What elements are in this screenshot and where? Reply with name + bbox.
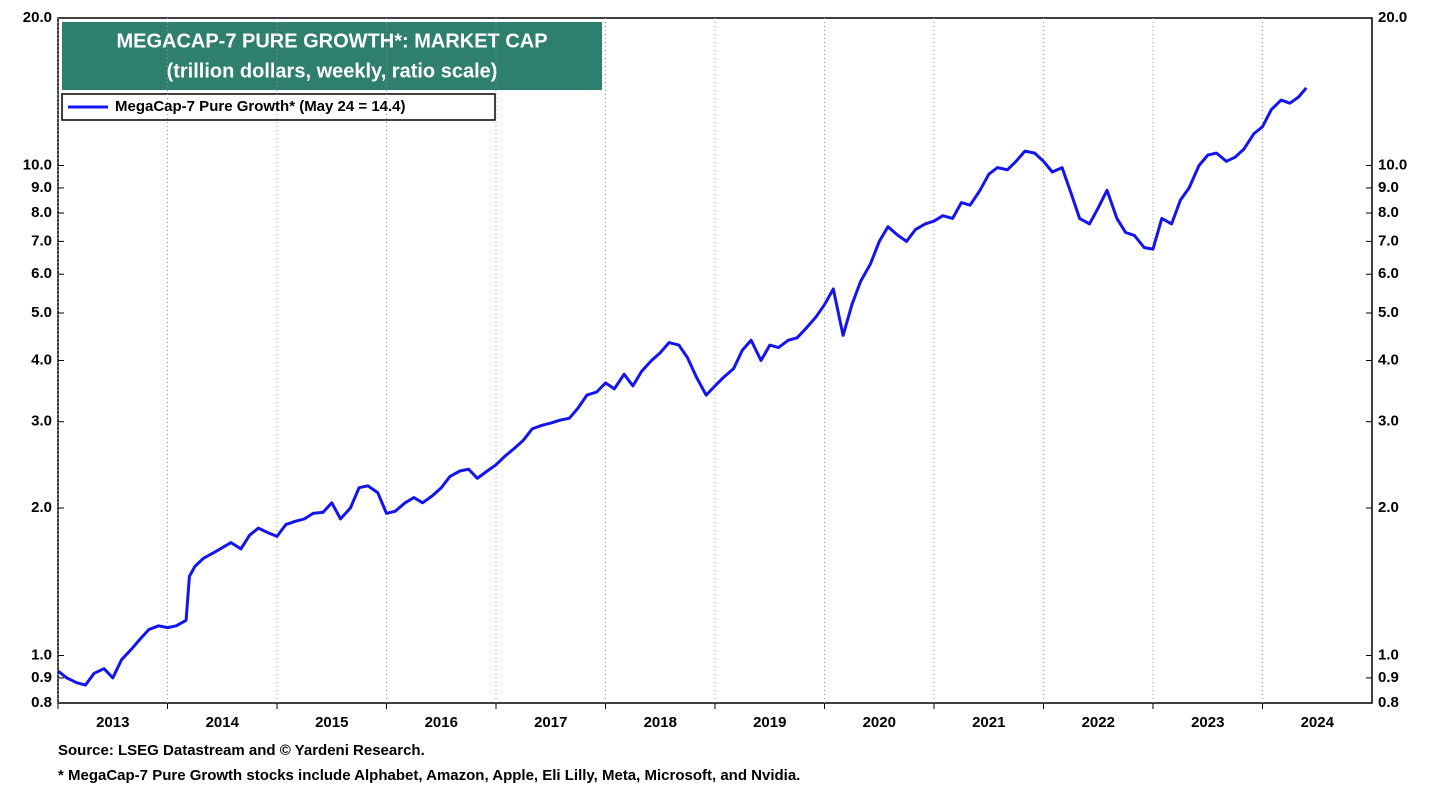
x-tick-label: 2021: [972, 714, 1005, 731]
x-tick-label: 2018: [644, 714, 677, 731]
y-tick-label: 4.0: [31, 351, 52, 368]
y2-tick-label: 0.8: [1378, 694, 1399, 711]
y2-tick-label: 3.0: [1378, 413, 1399, 430]
y-tick-label: 3.0: [31, 413, 52, 430]
legend-box: [61, 93, 496, 121]
y-tick-label: 2.0: [31, 499, 52, 516]
title-box: [62, 22, 602, 90]
y-tick-label: 7.0: [31, 232, 52, 249]
x-tick-label: 2020: [863, 714, 896, 731]
x-tick-label: 2017: [534, 714, 567, 731]
y2-tick-label: 10.0: [1378, 156, 1407, 173]
y-tick-label: 5.0: [31, 304, 52, 321]
y2-tick-label: 1.0: [1378, 646, 1399, 663]
y2-tick-label: 9.0: [1378, 179, 1399, 196]
x-tick-label: 2024: [1301, 714, 1335, 731]
y2-tick-label: 5.0: [1378, 304, 1399, 321]
y-tick-label: 9.0: [31, 179, 52, 196]
x-tick-label: 2014: [206, 714, 240, 731]
legend-label: MegaCap-7 Pure Growth* (May 24 = 14.4): [115, 98, 406, 115]
chart-title: MEGACAP-7 PURE GROWTH*: MARKET CAP: [116, 30, 547, 52]
chart-subtitle: (trillion dollars, weekly, ratio scale): [167, 60, 498, 82]
x-tick-label: 2016: [425, 714, 458, 731]
x-tick-label: 2022: [1082, 714, 1115, 731]
y-tick-label: 20.0: [23, 9, 52, 26]
y-tick-label: 10.0: [23, 156, 52, 173]
x-tick-label: 2019: [753, 714, 786, 731]
y-tick-label: 6.0: [31, 265, 52, 282]
y2-tick-label: 7.0: [1378, 232, 1399, 249]
source-note: Source: LSEG Datastream and © Yardeni Re…: [58, 742, 425, 759]
y2-tick-label: 4.0: [1378, 351, 1399, 368]
y-tick-label: 1.0: [31, 646, 52, 663]
y2-tick-label: 8.0: [1378, 204, 1399, 221]
x-tick-label: 2015: [315, 714, 348, 731]
y2-tick-label: 6.0: [1378, 265, 1399, 282]
y-tick-label: 8.0: [31, 204, 52, 221]
footnote: * MegaCap-7 Pure Growth stocks include A…: [58, 767, 800, 784]
y-tick-label: 0.8: [31, 694, 52, 711]
x-tick-label: 2023: [1191, 714, 1224, 731]
y2-tick-label: 2.0: [1378, 499, 1399, 516]
x-tick-label: 2013: [96, 714, 129, 731]
y-tick-label: 0.9: [31, 669, 52, 686]
y2-tick-label: 20.0: [1378, 9, 1407, 26]
y2-tick-label: 0.9: [1378, 669, 1399, 686]
data-line: [57, 86, 1308, 687]
